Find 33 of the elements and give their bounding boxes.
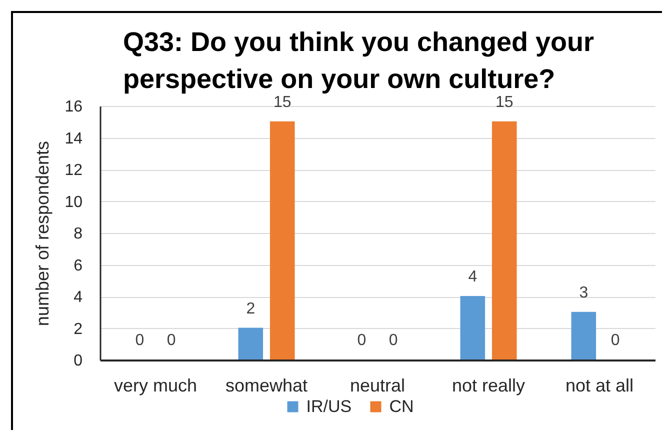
x-tick-label: neutral [350, 376, 406, 396]
x-tick-label: somewhat [225, 376, 308, 396]
x-tick-label: not at all [565, 376, 634, 396]
data-label: 0 [135, 332, 144, 349]
legend-label: IR/US [306, 396, 352, 416]
y-tick-label: 16 [64, 98, 83, 116]
chart-title: Q33: Do you think you changed your perspective on your own culture? [123, 26, 595, 94]
bar [270, 121, 295, 360]
y-tick-label: 2 [74, 320, 83, 338]
bar [460, 296, 486, 360]
data-label: 3 [579, 284, 588, 302]
y-tick-label: 4 [74, 289, 83, 306]
bar [571, 312, 596, 360]
y-tick-label: 10 [64, 194, 83, 211]
data-label: 15 [495, 94, 514, 111]
legend-label: CN [389, 396, 414, 416]
y-tick-label: 8 [74, 226, 83, 242]
y-tick-label: 0 [74, 352, 83, 370]
y-tick-label: 12 [64, 162, 83, 179]
data-label: 4 [468, 268, 478, 286]
x-tick-label: not really [452, 376, 526, 396]
data-label: 0 [610, 332, 620, 349]
bar [238, 328, 264, 360]
y-tick-label: 6 [74, 257, 83, 274]
y-axis-title: number of respondents [32, 140, 53, 326]
data-label: 2 [246, 300, 256, 318]
bar [492, 121, 517, 360]
x-tick-label: very much [114, 376, 198, 396]
data-label: 0 [388, 332, 398, 349]
y-tick-label: 14 [64, 130, 83, 148]
data-label: 0 [357, 332, 366, 349]
data-label: 0 [166, 332, 176, 349]
data-label: 15 [273, 94, 292, 111]
